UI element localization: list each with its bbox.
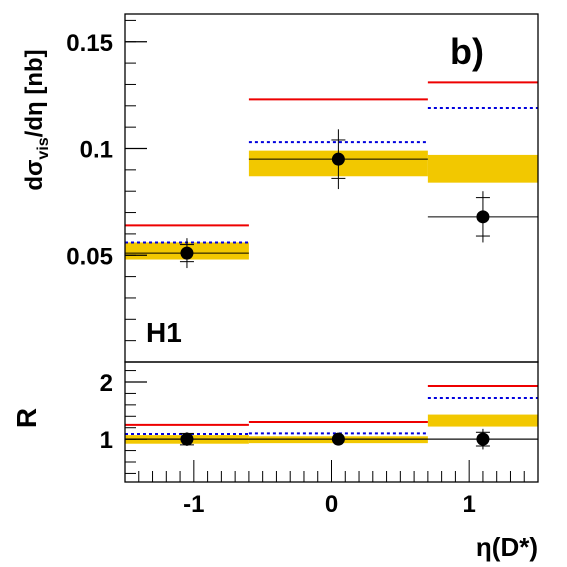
upper-y-axis-label: dσvis/dη [nb] xyxy=(21,49,52,190)
lower-data-point xyxy=(331,432,345,446)
lower-panel: 1 2 -1 0 1 xyxy=(100,361,539,518)
x-tick-label: -1 xyxy=(183,491,204,518)
upper-data-point xyxy=(476,210,490,224)
upper-panel: 0.05 0.1 0.15 xyxy=(66,13,539,363)
x-tick-label: 0 xyxy=(325,491,338,518)
lower-data-point xyxy=(180,432,194,446)
lower-y-tick-label: 2 xyxy=(100,370,113,397)
upper-y-tick-label: 0.15 xyxy=(66,30,113,57)
lower-data-point xyxy=(476,432,490,446)
upper-data-point xyxy=(331,152,345,166)
upper-theory-band xyxy=(427,154,538,183)
panel-label: b) xyxy=(450,31,484,72)
experiment-label: H1 xyxy=(146,317,182,348)
lower-y-axis-label: R xyxy=(11,408,42,428)
upper-data-point xyxy=(180,246,194,260)
lower-theory-band xyxy=(427,414,538,427)
x-axis-label: η(D*) xyxy=(476,532,538,562)
upper-y-tick-label: 0.05 xyxy=(66,243,113,270)
lower-y-tick-label: 1 xyxy=(100,427,113,454)
upper-y-tick-label: 0.1 xyxy=(80,137,113,164)
x-tick-label: 1 xyxy=(462,491,475,518)
